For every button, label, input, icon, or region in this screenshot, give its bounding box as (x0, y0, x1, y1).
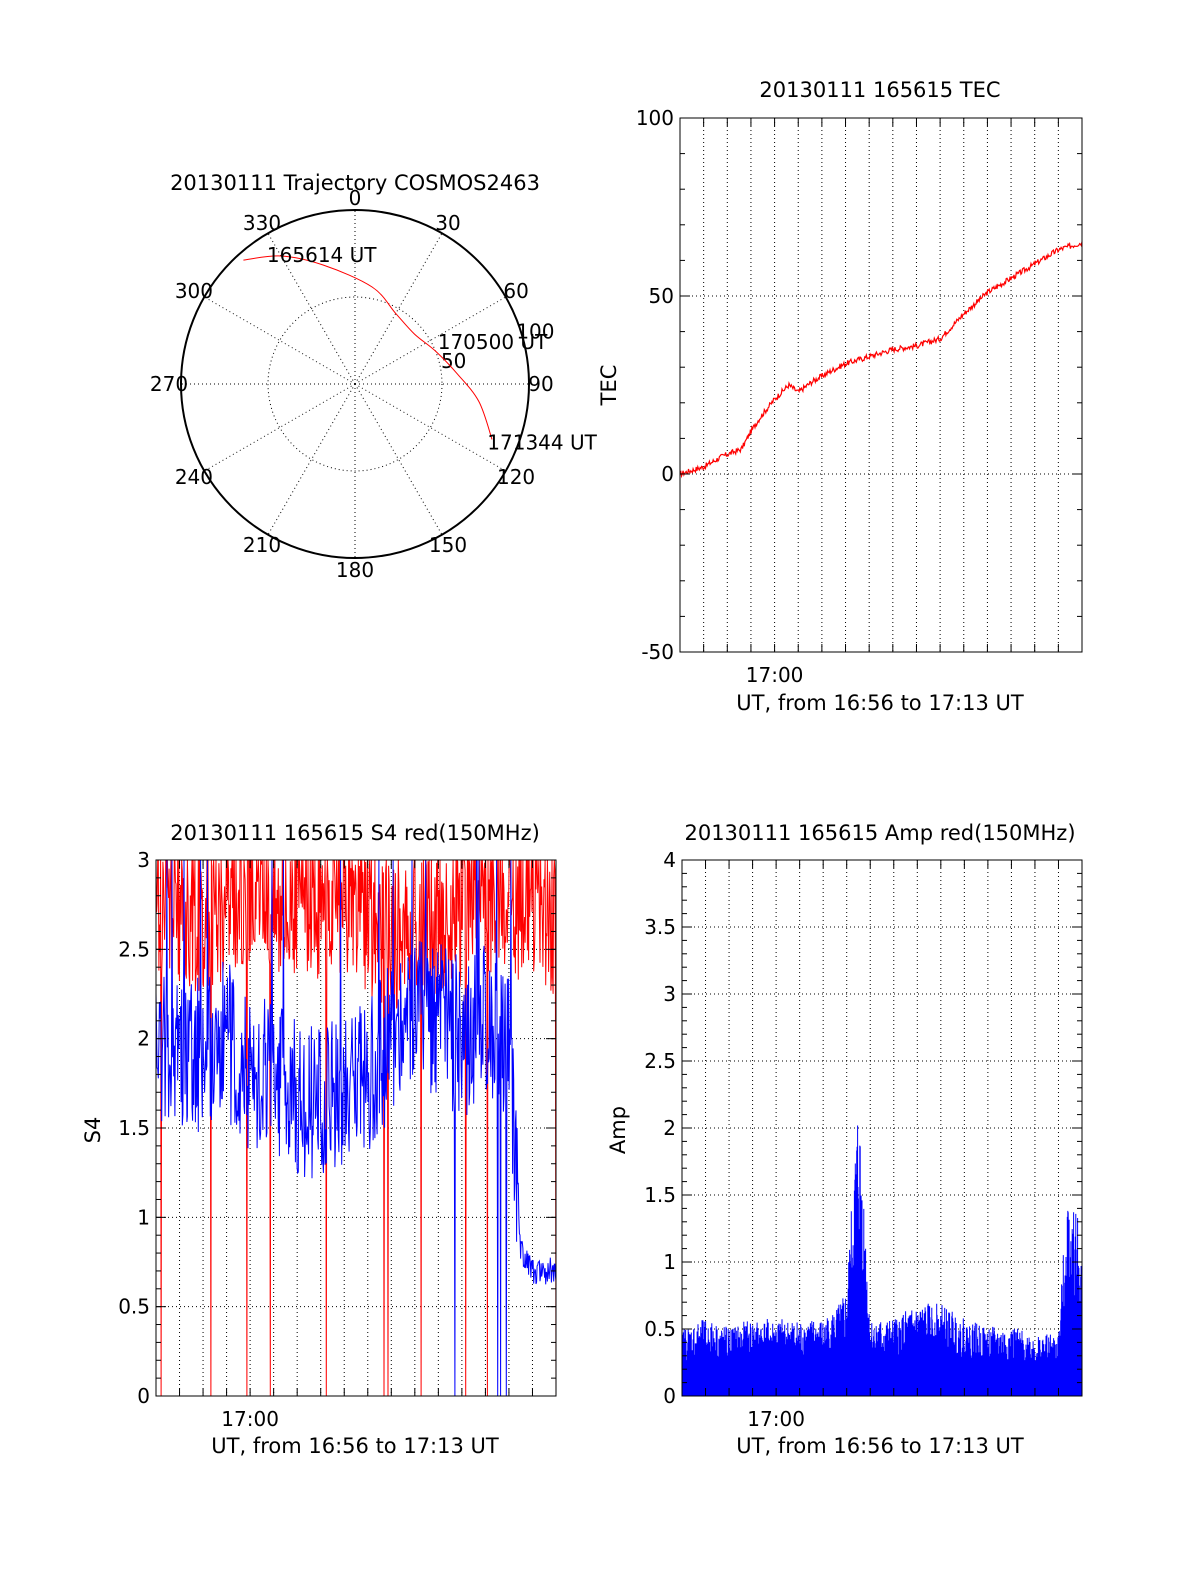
y-tick-label: 3 (137, 848, 150, 872)
s4-red-series (155, 859, 557, 1397)
s4-title: 20130111 165615 S4 red(150MHz) (170, 821, 540, 845)
polar-spoke-210 (267, 383, 356, 535)
y-tick-label: 1.5 (644, 1183, 676, 1207)
tec-plot: 20130111 165615 TEC TEC UT, from 16:56 t… (597, 78, 1083, 715)
y-tick-label: 0 (661, 462, 674, 486)
y-tick-label: 1 (663, 1250, 676, 1274)
plot-frame (679, 117, 1083, 653)
polar-azimuth-label: 90 (528, 372, 553, 396)
polar-azimuth-label: 30 (435, 211, 460, 235)
tec-xlabel: UT, from 16:56 to 17:13 UT (736, 691, 1024, 715)
y-tick-label: 0 (663, 1384, 676, 1408)
y-tick-label: 1.5 (118, 1116, 150, 1140)
trajectory-line (243, 255, 493, 440)
polar-annotations: 165614 UT 170500 UT 171344 UT (267, 243, 598, 454)
tec-grid (680, 118, 1082, 652)
y-tick-label: 50 (649, 284, 674, 308)
tec-ylabel: TEC (597, 365, 621, 407)
trajectory-time-label: 165614 UT (267, 243, 377, 267)
polar-azimuth-label: 330 (243, 211, 281, 235)
polar-spoke-330 (267, 233, 356, 385)
y-tick-label: 3.5 (644, 915, 676, 939)
s4-axes: 0 0.5 1 1.5 2 2.5 3 17:00 (118, 848, 557, 1431)
amp-axes: 0 0.5 1 1.5 2 2.5 3 3.5 4 17:00 (644, 848, 1083, 1431)
polar-azimuth-label: 150 (429, 533, 467, 557)
polar-trajectory-plot: 20130111 Trajectory COSMOS2463 0 30 60 90 12… (150, 171, 598, 582)
y-tick-label: 2.5 (118, 937, 150, 961)
amp-series-line (681, 1125, 1083, 1396)
polar-title: 20130111 Trajectory COSMOS2463 (170, 171, 540, 195)
amp-xlabel: UT, from 16:56 to 17:13 UT (736, 1434, 1024, 1458)
polar-azimuth-label: 240 (175, 465, 213, 489)
polar-azimuth-labels: 0 30 60 90 120 150 180 210 240 270 300 330 (150, 186, 554, 582)
polar-spoke-300 (204, 296, 356, 385)
polar-azimuth-label: 0 (349, 186, 362, 210)
amp-title: 20130111 165615 Amp red(150MHz) (684, 821, 1075, 845)
y-tick-label: 4 (663, 848, 676, 872)
y-tick-label: 2 (663, 1116, 676, 1140)
polar-ring-50 (267, 296, 443, 472)
polar-azimuth-label: 210 (243, 533, 281, 557)
polar-elevation-label: 100 (516, 319, 554, 343)
trajectory-time-label: 171344 UT (487, 430, 597, 454)
polar-spoke-60 (354, 296, 506, 385)
y-tick-label: 0 (137, 1384, 150, 1408)
polar-spoke-240 (204, 383, 356, 472)
polar-outer-circle (180, 209, 530, 559)
y-tick-label: 0.5 (118, 1295, 150, 1319)
polar-spoke-30 (354, 233, 443, 385)
x-tick-label: 17:00 (221, 1407, 279, 1431)
polar-azimuth-label: 270 (150, 372, 188, 396)
s4-series (155, 859, 557, 1397)
polar-azimuth-label: 60 (503, 279, 528, 303)
tec-series (679, 241, 1083, 479)
polar-trajectory (243, 255, 493, 440)
tec-axes: -50 0 50 100 17:00 (636, 106, 1083, 687)
y-tick-label: 3 (663, 982, 676, 1006)
y-tick-label: -50 (641, 640, 674, 664)
s4-ylabel: S4 (81, 1117, 105, 1144)
tec-title: 20130111 165615 TEC (759, 78, 1000, 102)
polar-azimuth-label: 120 (497, 465, 535, 489)
x-tick-label: 17:00 (746, 663, 804, 687)
y-tick-label: 2 (137, 1027, 150, 1051)
polar-grid (180, 209, 530, 559)
y-tick-label: 100 (636, 106, 674, 130)
amp-plot: 20130111 165615 Amp red(150MHz) Amp UT, … (606, 821, 1083, 1458)
amp-grid (682, 860, 1082, 1396)
polar-azimuth-label: 300 (175, 279, 213, 303)
y-tick-label: 2.5 (644, 1049, 676, 1073)
y-tick-label: 1 (137, 1205, 150, 1229)
x-tick-label: 17:00 (747, 1407, 805, 1431)
polar-spoke-120 (354, 383, 506, 472)
s4-xlabel: UT, from 16:56 to 17:13 UT (211, 1434, 499, 1458)
s4-plot: 20130111 165615 S4 red(150MHz) S4 UT, fr… (81, 821, 557, 1458)
amp-ylabel: Amp (606, 1106, 630, 1154)
tec-series-line (679, 241, 1083, 479)
s4-blue-series (155, 859, 557, 1397)
amp-series (681, 1125, 1083, 1396)
trajectory-time-label: 170500 UT (438, 330, 548, 354)
y-tick-label: 0.5 (644, 1317, 676, 1341)
polar-azimuth-label: 180 (336, 558, 374, 582)
polar-spoke-150 (354, 383, 443, 535)
